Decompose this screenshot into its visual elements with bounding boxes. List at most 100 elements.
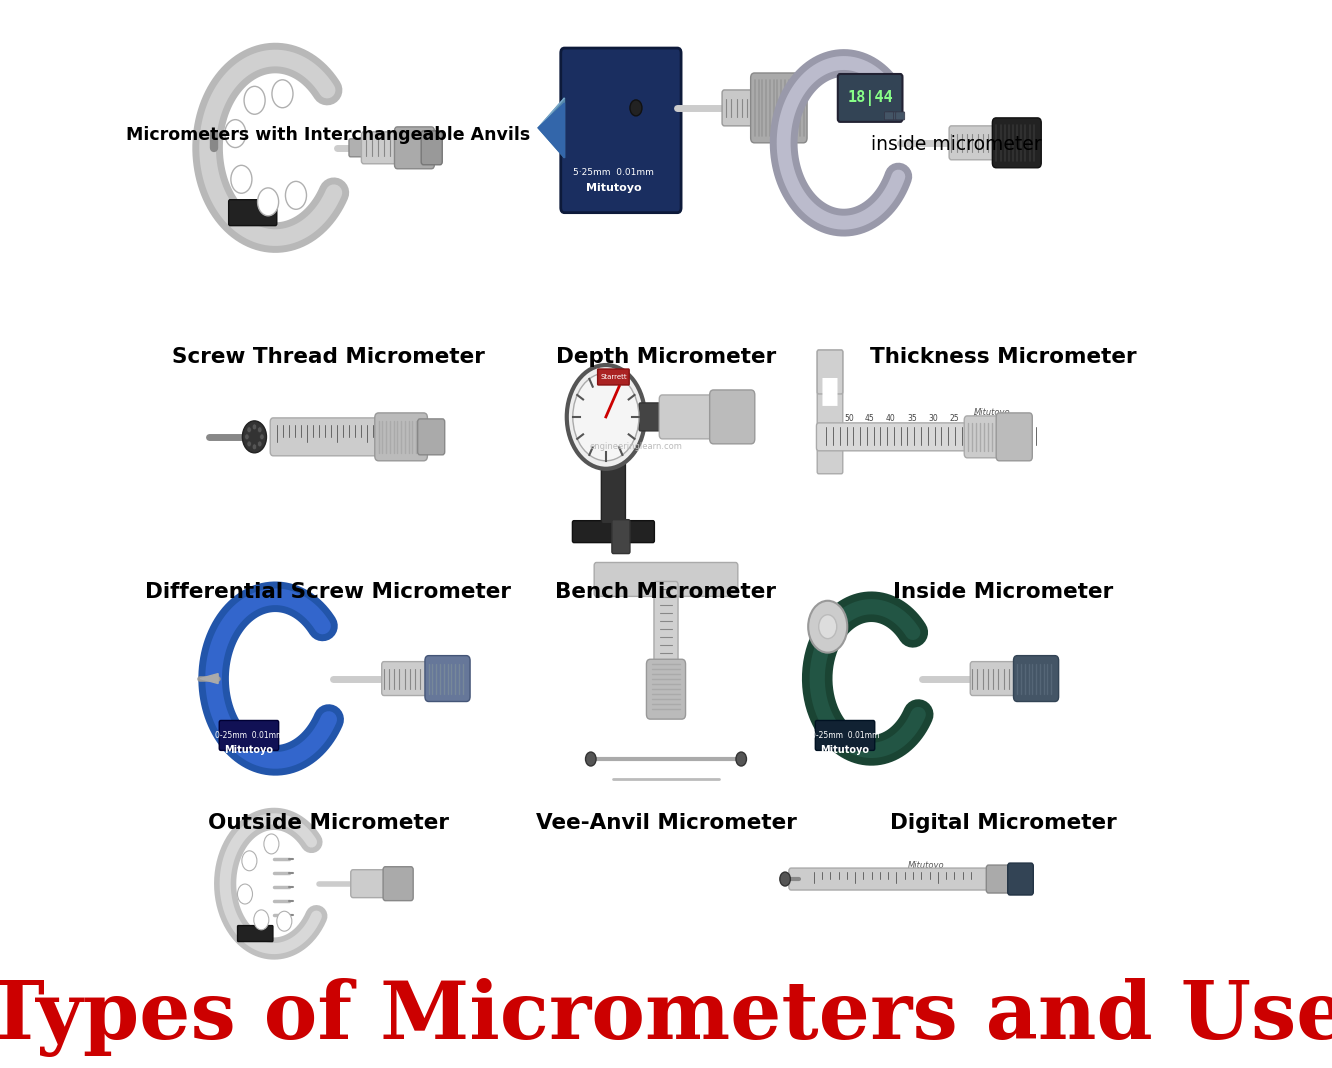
Text: 0: 0 xyxy=(972,414,978,423)
Circle shape xyxy=(257,188,278,216)
Circle shape xyxy=(244,87,265,114)
Circle shape xyxy=(252,424,257,430)
Circle shape xyxy=(257,427,262,433)
Text: Vee-Anvil Micrometer: Vee-Anvil Micrometer xyxy=(535,813,797,833)
FancyBboxPatch shape xyxy=(573,521,654,543)
Text: 15: 15 xyxy=(313,422,324,431)
FancyBboxPatch shape xyxy=(611,520,630,553)
Text: 30: 30 xyxy=(928,414,938,423)
FancyBboxPatch shape xyxy=(992,117,1042,168)
Text: 0-25mm  0.01mm: 0-25mm 0.01mm xyxy=(214,731,284,740)
Text: Micrometers with Interchangeable Anvils: Micrometers with Interchangeable Anvils xyxy=(127,126,530,144)
FancyBboxPatch shape xyxy=(751,73,807,143)
Circle shape xyxy=(264,834,278,854)
Text: Outside Micrometer: Outside Micrometer xyxy=(208,813,449,833)
Text: Types of Micrometers and Use: Types of Micrometers and Use xyxy=(0,978,1332,1057)
Circle shape xyxy=(246,427,252,433)
Polygon shape xyxy=(538,98,565,128)
Text: Depth Micrometer: Depth Micrometer xyxy=(555,347,777,367)
Text: 20: 20 xyxy=(288,422,297,431)
Circle shape xyxy=(245,434,249,440)
Text: 0-25mm  0.01mm: 0-25mm 0.01mm xyxy=(811,731,879,740)
Text: 5·25mm  0.01mm: 5·25mm 0.01mm xyxy=(573,169,654,177)
Text: 18|44: 18|44 xyxy=(847,90,892,106)
FancyBboxPatch shape xyxy=(818,350,843,474)
Circle shape xyxy=(225,120,246,147)
FancyBboxPatch shape xyxy=(394,127,434,169)
Text: 50: 50 xyxy=(844,414,854,423)
Circle shape xyxy=(260,434,264,440)
FancyBboxPatch shape xyxy=(374,413,428,460)
Circle shape xyxy=(586,752,595,766)
Circle shape xyxy=(237,884,253,904)
Polygon shape xyxy=(200,674,218,684)
Text: Mitutoyo: Mitutoyo xyxy=(586,183,641,192)
Circle shape xyxy=(242,421,266,453)
FancyBboxPatch shape xyxy=(950,126,1006,160)
FancyBboxPatch shape xyxy=(220,721,278,751)
FancyBboxPatch shape xyxy=(964,415,1011,458)
FancyBboxPatch shape xyxy=(361,131,408,163)
FancyBboxPatch shape xyxy=(594,563,738,596)
Circle shape xyxy=(277,911,292,931)
FancyBboxPatch shape xyxy=(425,656,470,702)
FancyBboxPatch shape xyxy=(817,423,971,451)
Circle shape xyxy=(819,615,836,639)
Text: Mitutoyo: Mitutoyo xyxy=(225,745,273,755)
Text: Starrett: Starrett xyxy=(601,374,627,380)
Circle shape xyxy=(257,441,262,446)
Text: Mitutoyo: Mitutoyo xyxy=(908,861,944,869)
Circle shape xyxy=(246,441,252,446)
Circle shape xyxy=(630,100,642,116)
Text: 35: 35 xyxy=(907,414,916,423)
Text: 5: 5 xyxy=(369,422,373,431)
Text: Mitutoyo: Mitutoyo xyxy=(974,408,1010,418)
FancyBboxPatch shape xyxy=(561,48,681,213)
Polygon shape xyxy=(538,98,565,158)
FancyBboxPatch shape xyxy=(996,413,1032,460)
Text: 25: 25 xyxy=(950,414,959,423)
Text: 40: 40 xyxy=(886,414,896,423)
FancyBboxPatch shape xyxy=(710,390,755,444)
FancyBboxPatch shape xyxy=(722,90,769,126)
FancyBboxPatch shape xyxy=(822,378,838,406)
Circle shape xyxy=(285,182,306,209)
FancyBboxPatch shape xyxy=(229,200,277,225)
Circle shape xyxy=(779,873,790,886)
Text: 45: 45 xyxy=(864,414,875,423)
FancyBboxPatch shape xyxy=(639,403,663,430)
Circle shape xyxy=(567,365,645,469)
Text: Mitutoyo: Mitutoyo xyxy=(821,745,870,755)
FancyBboxPatch shape xyxy=(1008,863,1034,895)
FancyBboxPatch shape xyxy=(659,395,726,439)
Circle shape xyxy=(242,851,257,870)
FancyBboxPatch shape xyxy=(237,926,273,942)
FancyBboxPatch shape xyxy=(895,112,904,120)
FancyBboxPatch shape xyxy=(382,661,436,695)
Circle shape xyxy=(272,80,293,108)
FancyBboxPatch shape xyxy=(598,370,629,384)
Circle shape xyxy=(737,752,746,766)
FancyBboxPatch shape xyxy=(888,112,898,120)
FancyBboxPatch shape xyxy=(815,721,875,751)
FancyBboxPatch shape xyxy=(646,659,686,719)
FancyBboxPatch shape xyxy=(789,868,1004,890)
FancyBboxPatch shape xyxy=(838,74,903,122)
Circle shape xyxy=(230,166,252,193)
Text: Digital Micrometer: Digital Micrometer xyxy=(890,813,1118,833)
Circle shape xyxy=(252,444,257,450)
FancyBboxPatch shape xyxy=(970,661,1024,695)
FancyBboxPatch shape xyxy=(270,418,397,456)
FancyBboxPatch shape xyxy=(986,865,1018,893)
FancyBboxPatch shape xyxy=(418,419,445,455)
FancyBboxPatch shape xyxy=(884,112,894,120)
FancyBboxPatch shape xyxy=(350,869,393,898)
Text: 10: 10 xyxy=(340,422,349,431)
Text: Differential Screw Micrometer: Differential Screw Micrometer xyxy=(145,582,511,602)
FancyBboxPatch shape xyxy=(1014,656,1059,702)
Text: Screw Thread Micrometer: Screw Thread Micrometer xyxy=(172,347,485,367)
Circle shape xyxy=(809,601,847,653)
Text: inside micrometer: inside micrometer xyxy=(871,136,1042,155)
Polygon shape xyxy=(538,103,565,158)
FancyBboxPatch shape xyxy=(421,131,442,164)
